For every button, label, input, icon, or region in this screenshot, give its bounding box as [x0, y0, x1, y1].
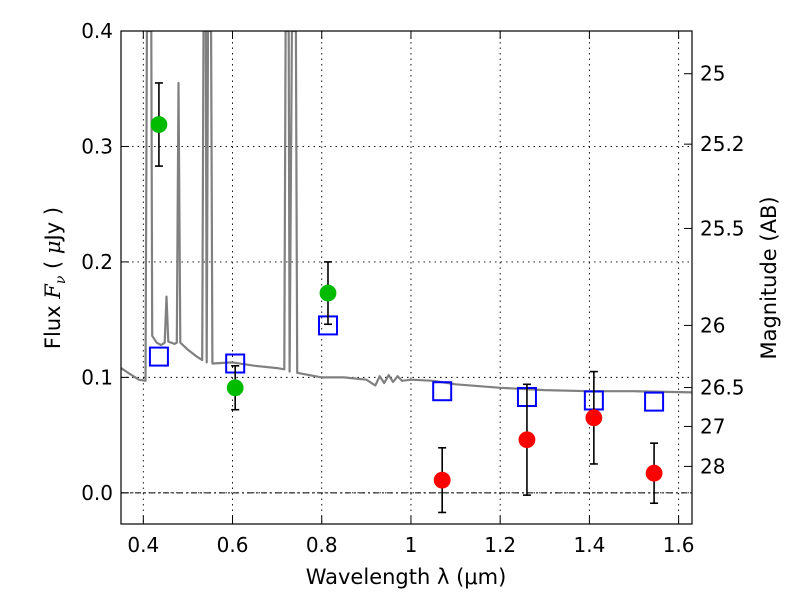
mag-tick-label: 28	[700, 454, 725, 478]
green-data-point	[319, 284, 337, 302]
x-tick-label: 1.4	[573, 533, 605, 557]
model-square-marker	[644, 391, 665, 412]
green-data-point	[150, 116, 168, 133]
x-tick-label: 1.6	[663, 533, 695, 557]
x-axis-label: Wavelength λ (μm)	[306, 565, 507, 589]
x-axis-ticks: 0.4 0.6 0.8 1 1.2 1.4 1.6	[127, 31, 695, 557]
data-markers	[148, 82, 665, 514]
mag-tick-label: 26.5	[700, 376, 745, 400]
y-tick-label: 0.4	[81, 19, 113, 43]
mag-tick-label: 25.2	[700, 132, 745, 156]
plot-frame	[120, 30, 693, 525]
mag-tick-label: 25	[700, 62, 725, 86]
y-axis-label: Flux Fν ( μJy )	[41, 207, 69, 349]
y-tick-label: 0.1	[81, 365, 113, 389]
mag-tick-label: 27	[700, 414, 725, 438]
x-tick-label: 1.2	[484, 533, 516, 557]
x-tick-label: 1	[405, 533, 418, 557]
red-data-point	[585, 409, 603, 427]
green-data-point	[226, 379, 244, 397]
x-tick-label: 0.6	[217, 533, 249, 557]
mag-tick-label: 25.5	[700, 216, 745, 240]
model-square-marker	[148, 346, 169, 367]
mag-tick-label: 26	[700, 313, 725, 337]
y-tick-label: 0.3	[81, 134, 113, 158]
y-tick-label: 0.2	[81, 250, 113, 274]
red-data-point	[518, 431, 536, 449]
model-spectrum-line	[121, 31, 692, 394]
y-axis-right-label: Magnitude (AB)	[757, 196, 781, 359]
red-data-point	[645, 464, 663, 482]
model-square-marker	[432, 381, 453, 402]
y-tick-label: 0.0	[81, 481, 113, 505]
magnitude-axis-ticks: 25 25.2 25.5 26 26.5 27 28	[684, 62, 745, 478]
x-tick-label: 0.4	[127, 533, 159, 557]
x-tick-label: 0.8	[306, 533, 338, 557]
red-data-point	[433, 471, 451, 489]
y-axis-ticks: 0.0 0.1 0.2 0.3 0.4	[81, 19, 129, 505]
